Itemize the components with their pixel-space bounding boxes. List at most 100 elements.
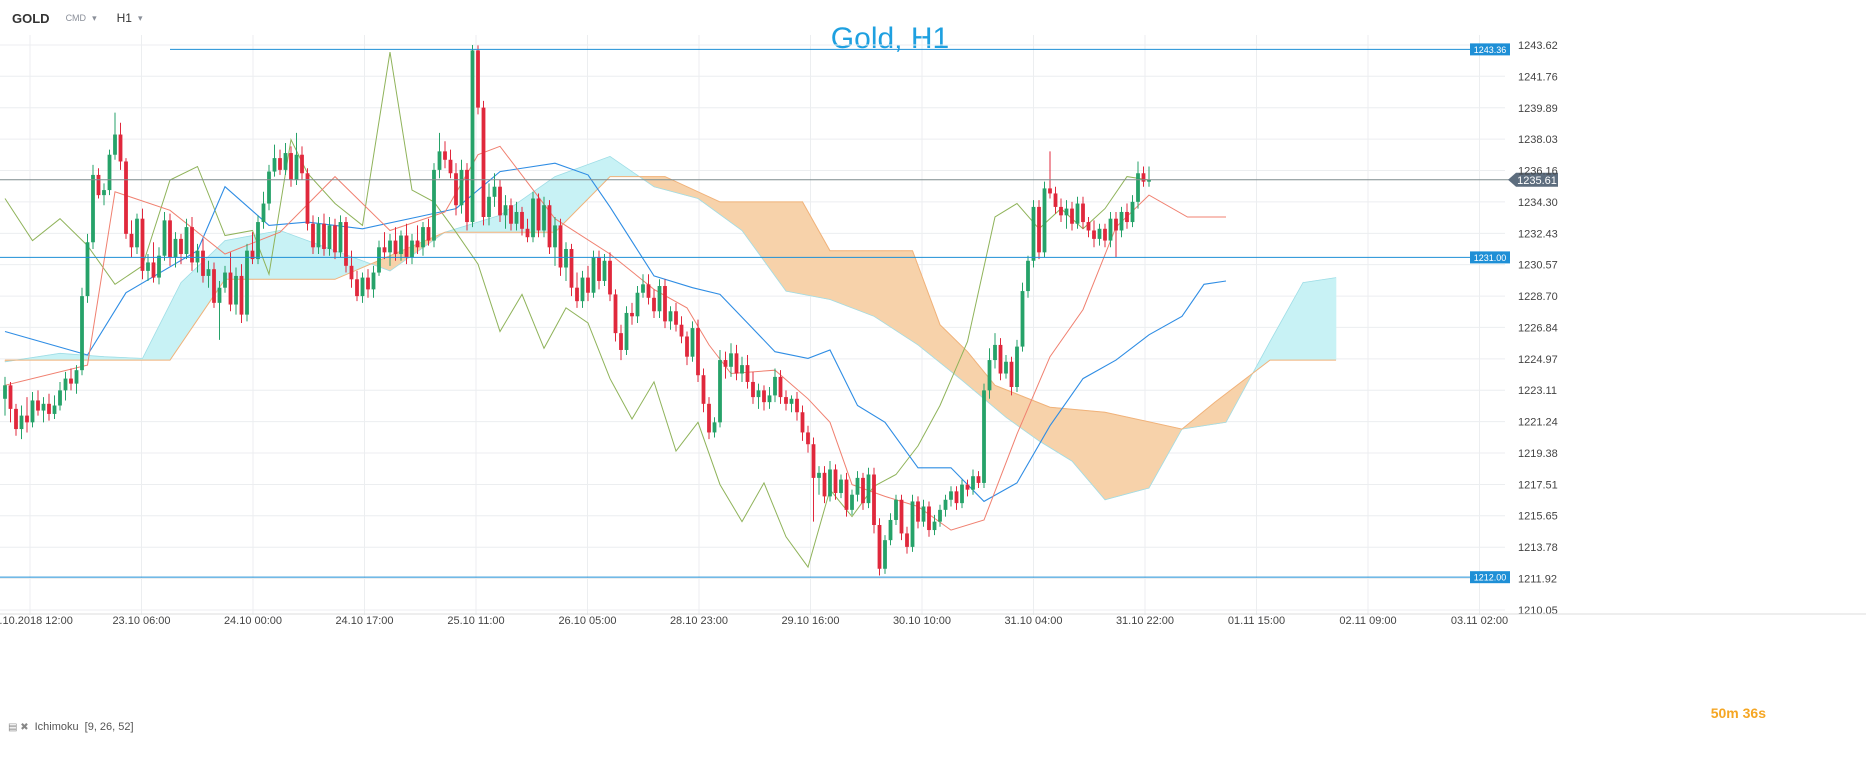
x-axis-tick-label: 23.10 06:00: [112, 615, 170, 627]
candle-body: [954, 491, 959, 504]
candle-body: [261, 203, 266, 223]
chevron-down-icon[interactable]: ▾: [137, 12, 143, 23]
candle-body: [949, 491, 953, 500]
level-tag-label: 1231.00: [1474, 253, 1507, 263]
cloud-segment: [895, 250, 902, 335]
candle-body: [316, 223, 321, 248]
cloud-segment: [1291, 291, 1298, 361]
cloud-segment: [554, 174, 561, 233]
cloud-segment: [1099, 411, 1106, 501]
cloud-segment: [901, 250, 908, 339]
symbol-name[interactable]: GOLD: [12, 10, 50, 26]
y-axis-tick-label: 1223.11: [1518, 385, 1557, 397]
indicator-params: [9, 26, 52]: [84, 721, 134, 733]
level-tag: [1470, 251, 1510, 264]
cloud-segment: [785, 201, 792, 293]
settings-icon[interactable]: ▤ ✖: [8, 721, 29, 733]
candle-body: [91, 174, 95, 243]
senkou-span-a-line: [4, 155, 1337, 501]
candle-body: [608, 260, 612, 295]
countdown-seconds: 36: [1742, 705, 1759, 721]
candle-body: [817, 472, 821, 478]
cloud-segment: [818, 230, 825, 299]
cloud-segment: [483, 218, 490, 233]
candle-body: [668, 311, 673, 322]
candle-body: [613, 294, 618, 334]
candle-body: [410, 240, 414, 258]
candle-body: [1059, 206, 1063, 216]
candle-body: [734, 353, 739, 374]
level-tag: [1470, 571, 1510, 584]
candles: [3, 45, 1151, 576]
chikou-span-line: [4, 52, 1150, 569]
candle-body: [173, 238, 178, 258]
candle-body: [558, 225, 563, 268]
candle-body: [1042, 188, 1047, 253]
cloud-segment: [884, 250, 891, 328]
candle-body: [547, 205, 552, 248]
candle-body: [509, 205, 513, 224]
cloud-segment: [279, 230, 286, 280]
candle-body: [586, 277, 590, 293]
candle-body: [80, 296, 84, 371]
candle-body: [1119, 211, 1124, 231]
candle-body: [602, 260, 607, 281]
timeframe-selector[interactable]: H1: [116, 11, 132, 25]
senkou-span-b-line: [5, 176, 1336, 430]
candle-body: [476, 50, 480, 108]
candle-body: [52, 405, 57, 414]
candle-body: [36, 400, 40, 411]
candle-body: [1086, 222, 1091, 231]
candle-body: [399, 235, 403, 255]
candle-body: [630, 312, 634, 317]
level-tag-label: 1243.36: [1474, 45, 1507, 55]
cloud-segment: [939, 324, 946, 368]
chevron-down-icon[interactable]: ▾: [92, 12, 97, 23]
candle-body: [481, 107, 486, 218]
candle-body: [877, 525, 882, 569]
candle-body: [619, 333, 623, 350]
cloud-segment: [758, 201, 765, 262]
candle-body: [1147, 179, 1151, 182]
candle-body: [278, 158, 282, 170]
candle-body: [322, 223, 326, 249]
candle-body: [41, 403, 46, 411]
cloud-segment: [323, 246, 330, 280]
candle-body: [707, 403, 711, 433]
candle-body: [685, 336, 689, 357]
cloud-segment: [1313, 279, 1320, 361]
y-axis-tick-label: 1217.51: [1518, 479, 1558, 491]
candle-body: [844, 479, 849, 510]
cloud-segment: [763, 201, 770, 270]
candle-body: [1020, 291, 1025, 347]
candle-body: [256, 222, 260, 260]
cloud-segment: [1066, 408, 1073, 462]
cloud-segment: [158, 314, 165, 361]
candle-body: [283, 153, 288, 170]
candle-body: [635, 292, 640, 317]
cloud-segment: [1038, 402, 1045, 445]
cloud-segment: [494, 214, 501, 233]
y-axis-tick-label: 1234.30: [1518, 197, 1558, 209]
cloud-segment: [791, 201, 798, 294]
ichimoku-cloud: [4, 155, 1337, 501]
candle-body: [168, 220, 172, 258]
candle-body: [767, 395, 772, 403]
indicator-label: ▤ ✖ Ichimoku [9, 26, 52]: [8, 721, 134, 733]
candle-body: [289, 153, 293, 180]
cloud-segment: [1143, 420, 1150, 490]
cloud-segment: [329, 248, 336, 280]
cloud-segment: [235, 237, 242, 280]
candle-body: [437, 151, 442, 170]
cloud-segment: [582, 164, 589, 206]
candle-body: [371, 272, 376, 290]
cloud-segment: [1110, 413, 1117, 499]
candle-body: [360, 277, 365, 297]
candle-body: [223, 272, 227, 288]
cloud-segment: [301, 238, 308, 280]
cloud-segment: [1005, 389, 1012, 422]
candle-body: [338, 222, 343, 253]
x-axis-tick-label: 22.10.2018 12:00: [0, 615, 73, 627]
x-axis-tick-label: 28.10 23:00: [670, 615, 728, 627]
